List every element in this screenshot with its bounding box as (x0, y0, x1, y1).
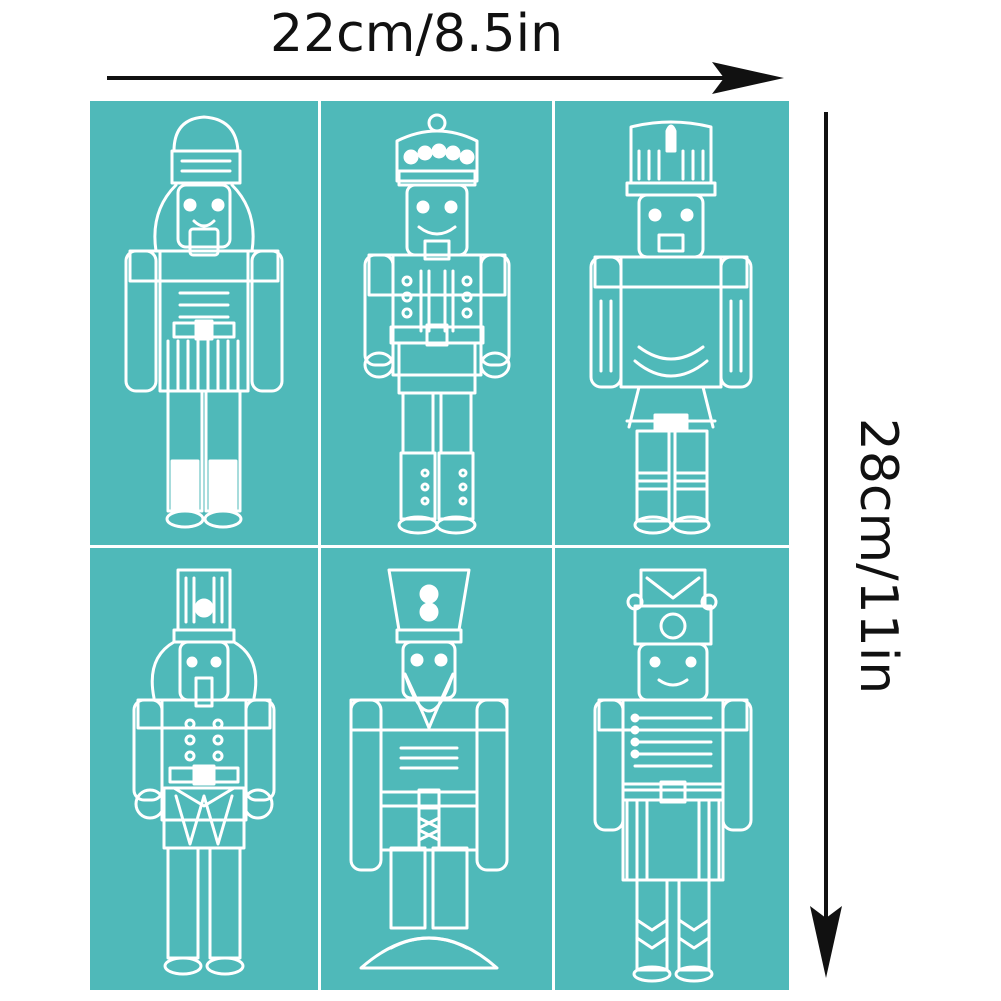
width-arrow (107, 62, 784, 94)
grid-divider-horizontal (90, 545, 789, 548)
stencil-sheet (90, 101, 789, 990)
width-dimension-label: 22cm/8.5in (270, 4, 564, 64)
nutcracker-crown-figure (321, 101, 552, 545)
nutcracker-drummer-figure (90, 548, 318, 990)
nutcracker-plumed-hat-figure (555, 101, 789, 545)
height-arrow (810, 112, 842, 978)
nutcracker-bearded-tall-hat-figure (321, 548, 552, 990)
nutcracker-round-hat-figure (90, 101, 318, 545)
nutcracker-helmet-figure (555, 548, 789, 990)
